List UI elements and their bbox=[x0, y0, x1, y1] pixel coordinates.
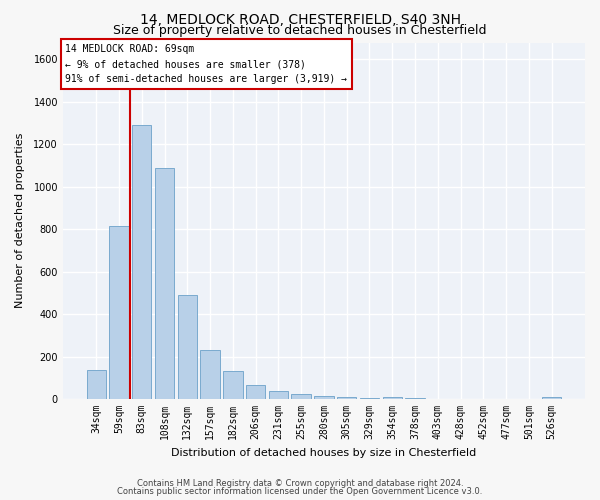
Bar bbox=[132, 126, 151, 399]
Bar bbox=[86, 370, 106, 399]
Bar bbox=[200, 350, 220, 399]
Bar bbox=[542, 396, 561, 399]
Bar bbox=[314, 396, 334, 399]
Bar bbox=[246, 386, 265, 399]
Text: 14 MEDLOCK ROAD: 69sqm
← 9% of detached houses are smaller (378)
91% of semi-det: 14 MEDLOCK ROAD: 69sqm ← 9% of detached … bbox=[65, 44, 347, 84]
Text: 14, MEDLOCK ROAD, CHESTERFIELD, S40 3NH: 14, MEDLOCK ROAD, CHESTERFIELD, S40 3NH bbox=[139, 12, 461, 26]
Text: Contains public sector information licensed under the Open Government Licence v3: Contains public sector information licen… bbox=[118, 487, 482, 496]
Bar bbox=[292, 394, 311, 399]
Bar bbox=[223, 372, 242, 399]
Bar bbox=[337, 398, 356, 399]
Bar bbox=[360, 398, 379, 399]
Bar bbox=[109, 226, 128, 399]
Bar bbox=[178, 295, 197, 399]
Bar bbox=[383, 396, 402, 399]
Y-axis label: Number of detached properties: Number of detached properties bbox=[15, 133, 25, 308]
Bar bbox=[269, 391, 288, 399]
Text: Size of property relative to detached houses in Chesterfield: Size of property relative to detached ho… bbox=[113, 24, 487, 37]
Bar bbox=[155, 168, 174, 399]
Text: Contains HM Land Registry data © Crown copyright and database right 2024.: Contains HM Land Registry data © Crown c… bbox=[137, 478, 463, 488]
X-axis label: Distribution of detached houses by size in Chesterfield: Distribution of detached houses by size … bbox=[171, 448, 476, 458]
Bar bbox=[406, 398, 425, 399]
